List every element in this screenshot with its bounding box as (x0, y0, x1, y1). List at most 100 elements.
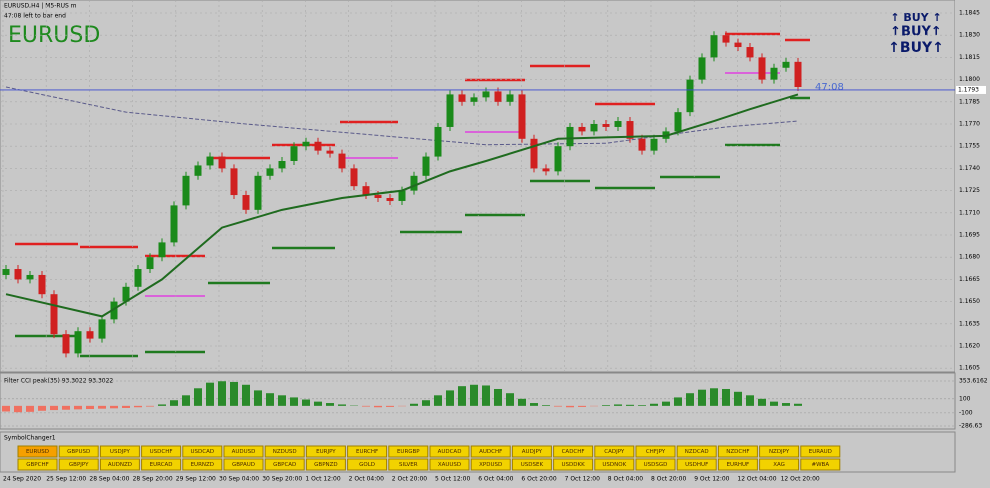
symbol-button[interactable] (676, 445, 717, 458)
symbol-button-label[interactable]: AUDJPY (522, 449, 543, 455)
symbol-button-label[interactable]: AUDNZD (108, 462, 132, 468)
symbol-button[interactable] (388, 445, 429, 458)
symbol-button-label[interactable]: #WBA (812, 462, 830, 468)
symbol-button[interactable] (800, 458, 841, 471)
symbol-button[interactable] (553, 445, 594, 458)
indicator-bar (50, 405, 58, 411)
symbol-button-label[interactable]: EURAUD (809, 449, 832, 455)
symbol-button[interactable] (717, 458, 758, 471)
candle (674, 112, 682, 132)
symbol-button[interactable] (759, 458, 800, 471)
symbol-button[interactable] (635, 445, 676, 458)
symbol-button[interactable] (717, 445, 758, 458)
symbol-button-label[interactable]: NZDCHF (726, 449, 749, 455)
indicator-bar (710, 388, 718, 406)
symbol-button-label[interactable]: NZDUSD (273, 449, 297, 455)
candle (590, 124, 598, 132)
symbol-button-label[interactable]: NZDJPY (769, 449, 790, 455)
symbol-button[interactable] (347, 458, 388, 471)
symbol-button-label[interactable]: USDDKK (561, 462, 585, 468)
symbol-button-label[interactable]: GBPCHF (26, 462, 49, 468)
symbol-button[interactable] (223, 445, 264, 458)
symbol-button-label[interactable]: SILVER (399, 462, 418, 468)
indicator-bar (758, 398, 766, 406)
symbol-button[interactable] (264, 458, 305, 471)
symbol-button-label[interactable]: GBPCAD (273, 462, 296, 468)
symbol-button[interactable] (553, 458, 594, 471)
indicator-bar (722, 388, 730, 406)
symbol-button[interactable] (429, 445, 470, 458)
candle (98, 319, 106, 339)
candle (542, 168, 550, 172)
symbol-button[interactable] (635, 458, 676, 471)
symbol-button-label[interactable]: XPDUSD (479, 462, 502, 468)
symbol-button-label[interactable]: NZDCAD (685, 449, 709, 455)
symbol-button[interactable] (99, 458, 140, 471)
symbol-button[interactable] (511, 458, 552, 471)
symbol-button-label[interactable]: EURUSD (26, 449, 49, 455)
x-tick-label: 7 Oct 12:00 (565, 476, 600, 483)
symbol-button[interactable] (141, 445, 182, 458)
symbol-button-label[interactable]: GBPNZD (314, 462, 337, 468)
symbol-button[interactable] (264, 445, 305, 458)
symbol-button-label[interactable]: EURNZD (191, 462, 214, 468)
candle (350, 168, 358, 187)
symbol-button[interactable] (429, 458, 470, 471)
symbol-button[interactable] (800, 445, 841, 458)
symbol-button[interactable] (594, 445, 635, 458)
symbol-button-label[interactable]: GBPUSD (67, 449, 90, 455)
symbol-button[interactable] (759, 445, 800, 458)
symbol-button[interactable] (594, 458, 635, 471)
symbol-button-label[interactable]: EURCAD (150, 462, 173, 468)
symbol-button-label[interactable]: USDSEK (521, 462, 544, 468)
x-tick-label: 29 Sep 12:00 (176, 476, 216, 483)
symbol-button-label[interactable]: GBPJPY (69, 462, 89, 468)
symbol-button-label[interactable]: USDNOK (602, 462, 626, 468)
symbol-button-label[interactable]: CHFJPY (646, 449, 666, 455)
symbol-button-label[interactable]: AUDCHF (479, 449, 502, 455)
candle (530, 138, 538, 169)
symbol-button[interactable] (223, 458, 264, 471)
symbol-button-label[interactable]: USDCHF (150, 449, 173, 455)
symbol-button-label[interactable]: USDJPY (110, 449, 131, 455)
indicator-bar (794, 403, 802, 406)
symbol-button-label[interactable]: EURJPY (316, 449, 336, 455)
symbol-button[interactable] (470, 445, 511, 458)
symbol-button[interactable] (347, 445, 388, 458)
symbol-button-label[interactable]: AUDCAD (438, 449, 462, 455)
y-tick-label: 1.1695 (959, 232, 980, 239)
symbol-button[interactable] (388, 458, 429, 471)
symbol-button[interactable] (305, 458, 346, 471)
symbol-button[interactable] (58, 445, 99, 458)
symbol-button-label[interactable]: CADCHF (562, 449, 585, 455)
indicator-tick-label: -286.63 (959, 423, 982, 430)
candle (614, 121, 622, 127)
candle (746, 47, 754, 58)
symbol-button[interactable] (17, 458, 58, 471)
symbol-button-label[interactable]: USDSGD (644, 462, 668, 468)
symbol-button[interactable] (58, 458, 99, 471)
symbol-button-label[interactable]: AUDUSD (232, 449, 256, 455)
symbol-button[interactable] (17, 445, 58, 458)
symbol-button-label[interactable]: GOLD (359, 462, 375, 468)
symbol-button-label[interactable]: EURHUF (727, 462, 750, 468)
symbol-button[interactable] (99, 445, 140, 458)
symbol-button-label[interactable]: XAG (773, 462, 785, 468)
symbol-button-label[interactable]: CADJPY (604, 449, 625, 455)
symbol-button-label[interactable]: EURCHF (356, 449, 378, 455)
symbol-button[interactable] (182, 445, 223, 458)
symbol-button[interactable] (182, 458, 223, 471)
symbol-button[interactable] (305, 445, 346, 458)
symbol-title: EURUSD (8, 23, 100, 48)
symbol-button[interactable] (470, 458, 511, 471)
symbol-button-label[interactable]: USDCAD (191, 449, 215, 455)
symbol-button[interactable] (141, 458, 182, 471)
symbol-button[interactable] (511, 445, 552, 458)
symbol-button-label[interactable]: EURGBP (397, 449, 420, 455)
symbol-button-label[interactable]: USDHUF (685, 462, 708, 468)
candle (782, 61, 790, 68)
symbol-button-label[interactable]: XAUUSD (438, 462, 461, 468)
symbol-button-label[interactable]: GBPAUD (232, 462, 255, 468)
candle (626, 121, 634, 139)
symbol-button[interactable] (676, 458, 717, 471)
